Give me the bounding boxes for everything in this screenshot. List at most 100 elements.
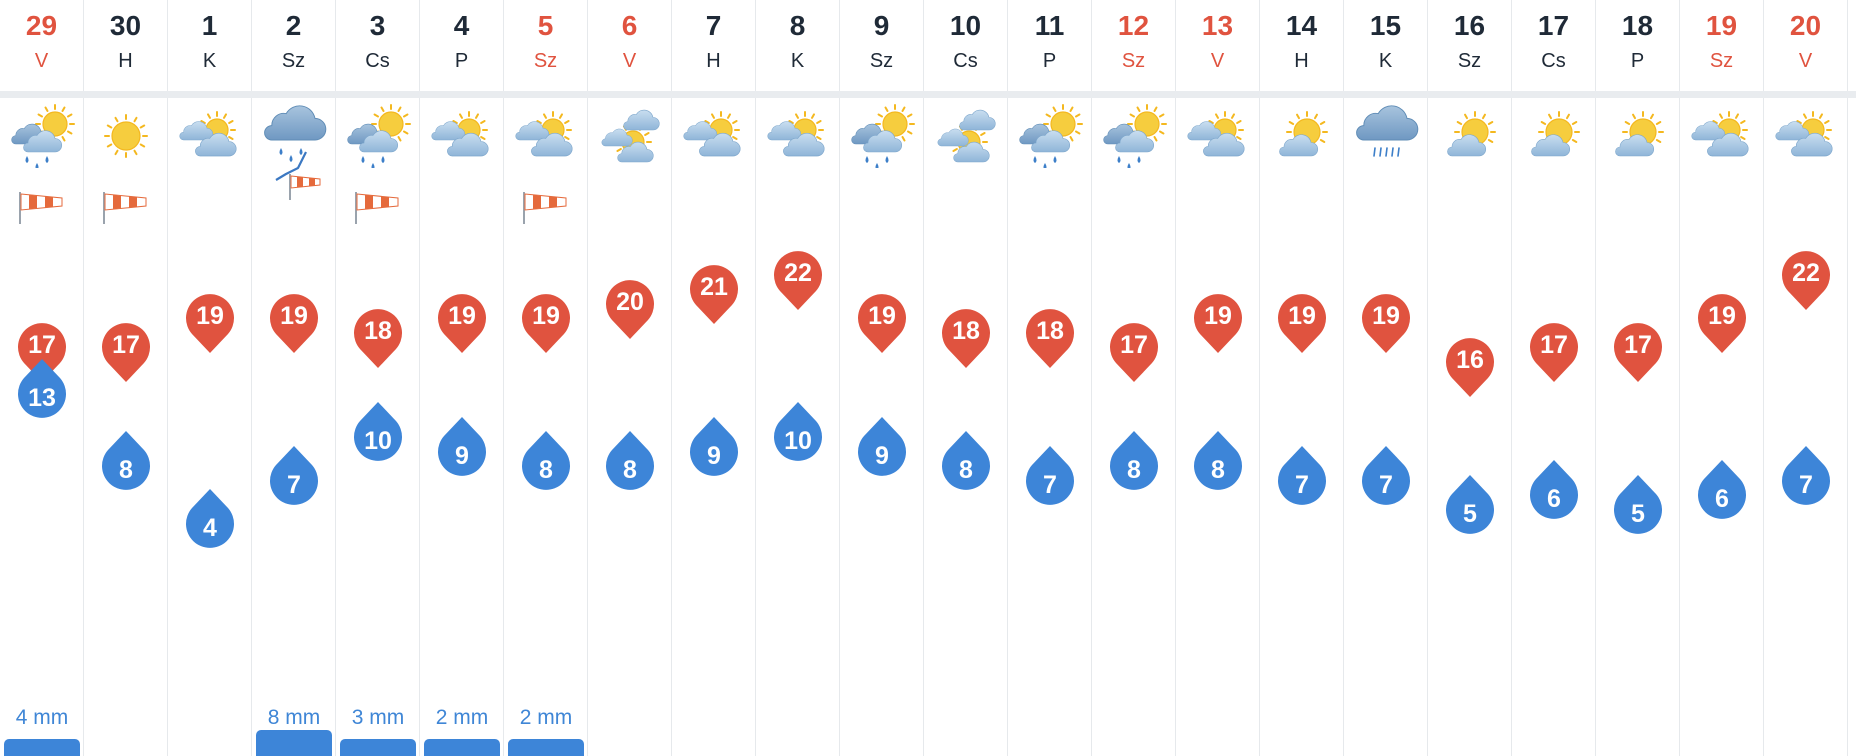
partly-cloudy-rain-icon — [9, 102, 75, 170]
mostly-sunny-icon — [1269, 102, 1335, 168]
min-temp-value: 9 — [875, 442, 889, 470]
date-cell[interactable]: 5 Sz — [504, 0, 588, 91]
day-column[interactable]: 18 10 3 mm — [336, 98, 420, 756]
weekday-label: Cs — [365, 50, 390, 72]
min-temp-marker: 6 — [1695, 458, 1749, 524]
day-column[interactable]: 16 5 — [1428, 98, 1512, 756]
day-column[interactable]: 19 6 — [1680, 98, 1764, 756]
day-column[interactable]: 17 8 — [1092, 98, 1176, 756]
day-number: 10 — [949, 10, 982, 41]
partly-cloudy-rain-icon — [1017, 102, 1083, 170]
date-cell[interactable]: 2 Sz — [252, 0, 336, 91]
weekday-label: Sz — [533, 50, 558, 72]
max-temp-value: 18 — [952, 317, 980, 345]
date-cell[interactable]: 3 Cs — [336, 0, 420, 91]
date-cell[interactable]: 4 P — [420, 0, 504, 91]
mostly-cloudy-icon — [597, 102, 663, 168]
weekday-label: V — [1798, 50, 1813, 72]
min-temp-marker: 7 — [267, 444, 321, 510]
mostly-sunny-icon — [1437, 102, 1503, 168]
min-temp-value: 6 — [1715, 485, 1729, 513]
day-number: 18 — [1621, 10, 1654, 41]
min-temp-value: 8 — [959, 456, 973, 484]
day-number: 20 — [1789, 10, 1822, 41]
date-cell[interactable]: 19 Sz — [1680, 0, 1764, 91]
date-cell[interactable]: 7 H — [672, 0, 756, 91]
date-cell[interactable]: 12 Sz — [1092, 0, 1176, 91]
partly-cloudy-icon — [1185, 102, 1251, 168]
date-cell[interactable]: 20 V — [1764, 0, 1848, 91]
date-cell[interactable]: 6 V — [588, 0, 672, 91]
max-temp-marker: 17 — [15, 318, 69, 384]
date-cell[interactable]: 1 K — [168, 0, 252, 91]
min-temp-marker: 8 — [939, 429, 993, 495]
min-temp-value: 10 — [364, 427, 392, 455]
date-cell[interactable]: 8 K — [756, 0, 840, 91]
min-temp-value: 5 — [1463, 500, 1477, 528]
precipitation-bar — [424, 739, 500, 756]
day-column[interactable]: 22 10 — [756, 98, 840, 756]
day-column[interactable]: 19 7 — [1260, 98, 1344, 756]
max-temp-value: 22 — [1792, 259, 1820, 287]
date-cell[interactable]: 9 Sz — [840, 0, 924, 91]
precipitation-amount: 2 mm — [519, 706, 573, 729]
weekday-label: Cs — [1541, 50, 1566, 72]
max-temp-marker: 19 — [1695, 289, 1749, 355]
day-column[interactable]: 18 7 — [1008, 98, 1092, 756]
weekday-label: Sz — [1121, 50, 1146, 72]
precipitation-bar — [256, 730, 332, 756]
date-cell[interactable]: 17 Cs — [1512, 0, 1596, 91]
min-temp-marker: 7 — [1023, 444, 1077, 510]
max-temp-marker: 17 — [1527, 318, 1581, 384]
date-cell[interactable]: 29 V — [0, 0, 84, 91]
date-cell[interactable]: 10 Cs — [924, 0, 1008, 91]
day-column[interactable]: 19 7 — [1344, 98, 1428, 756]
day-column[interactable]: 17 6 — [1512, 98, 1596, 756]
day-column[interactable]: 20 8 — [588, 98, 672, 756]
max-temp-marker: 19 — [855, 289, 909, 355]
date-cell[interactable]: 16 Sz — [1428, 0, 1512, 91]
min-temp-value: 9 — [707, 442, 721, 470]
day-number: 9 — [873, 10, 890, 41]
day-number: 12 — [1117, 10, 1150, 41]
day-column[interactable]: 18 8 — [924, 98, 1008, 756]
max-temp-marker: 22 — [1779, 246, 1833, 312]
day-column[interactable]: 19 4 — [168, 98, 252, 756]
day-column[interactable]: 21 9 — [672, 98, 756, 756]
date-cell[interactable]: 13 V — [1176, 0, 1260, 91]
partly-cloudy-rain-icon — [345, 102, 411, 170]
weekday-label: V — [34, 50, 49, 72]
cloudy-drizzle-icon — [1353, 102, 1419, 168]
min-temp-value: 4 — [203, 514, 217, 542]
day-number: 8 — [789, 10, 806, 41]
mostly-sunny-icon — [1521, 102, 1587, 168]
precipitation-bar — [340, 739, 416, 756]
weekday-label: Sz — [1457, 50, 1482, 72]
date-cell[interactable]: 30 H — [84, 0, 168, 91]
date-cell[interactable]: 15 K — [1344, 0, 1428, 91]
day-column[interactable]: 19 9 2 mm — [420, 98, 504, 756]
date-cell[interactable]: 14 H — [1260, 0, 1344, 91]
day-column[interactable]: 19 7 8 mm — [252, 98, 336, 756]
max-temp-marker: 17 — [99, 318, 153, 384]
day-column[interactable]: 17 8 — [84, 98, 168, 756]
partly-cloudy-rain-icon — [849, 102, 915, 170]
windsock-icon — [14, 186, 70, 226]
max-temp-value: 19 — [448, 302, 476, 330]
weekday-label: Sz — [1709, 50, 1734, 72]
date-cell[interactable]: 11 P — [1008, 0, 1092, 91]
min-temp-value: 8 — [1127, 456, 1141, 484]
day-column[interactable]: 22 7 — [1764, 98, 1848, 756]
day-column[interactable]: 17 13 4 mm — [0, 98, 84, 756]
min-temp-value: 7 — [1379, 471, 1393, 499]
min-temp-value: 5 — [1631, 500, 1645, 528]
date-cell[interactable]: 18 P — [1596, 0, 1680, 91]
day-column[interactable]: 17 5 — [1596, 98, 1680, 756]
day-column[interactable]: 19 8 2 mm — [504, 98, 588, 756]
day-column[interactable]: 19 8 — [1176, 98, 1260, 756]
max-temp-value: 16 — [1456, 346, 1484, 374]
min-temp-value: 8 — [1211, 456, 1225, 484]
max-temp-marker: 17 — [1107, 318, 1161, 384]
day-column[interactable]: 19 9 — [840, 98, 924, 756]
